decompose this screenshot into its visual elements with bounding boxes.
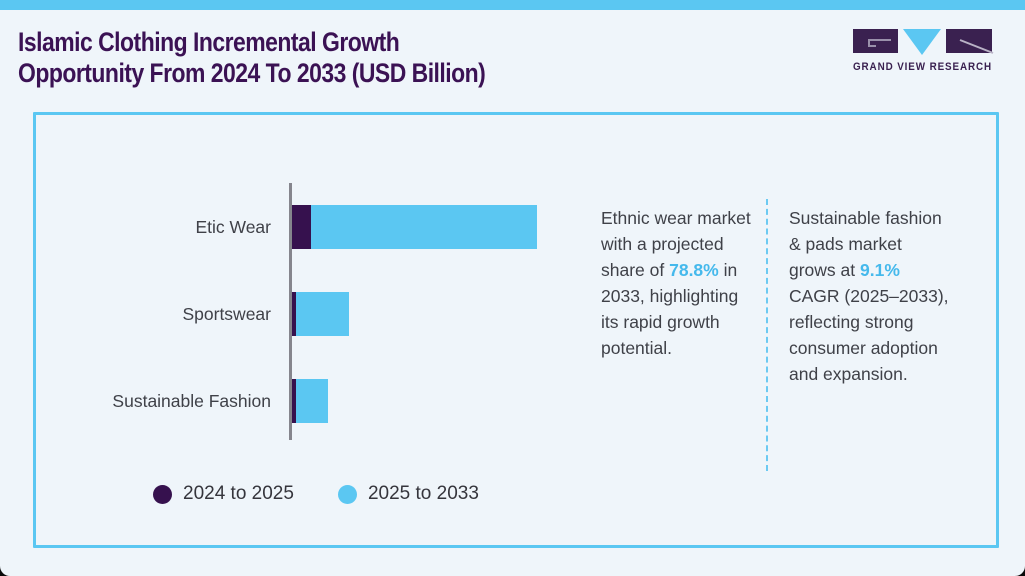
- bar-segment: [296, 292, 349, 336]
- bar-segment: [311, 205, 537, 249]
- logo-r-mark: [959, 39, 994, 54]
- annotation-ethnic-wear: Ethnic wear market with a projected shar…: [601, 205, 756, 361]
- legend-label: 2024 to 2025: [183, 483, 294, 504]
- logo-g-mark: [868, 39, 891, 47]
- bar-segment: [296, 379, 328, 423]
- bar-chart: Etic Wear Sportswear Sustainable Fashion: [36, 205, 596, 466]
- bar-track: [292, 292, 349, 336]
- legend-dot-icon: [153, 484, 172, 504]
- gvr-logo-icon: GRAND VIEW RESEARCH: [853, 29, 994, 73]
- bar-segment: [292, 379, 296, 423]
- page-title: Islamic Clothing Incremental Growth Oppo…: [18, 27, 486, 89]
- annotation-sustainable-fashion: Sustainable fashion & pads market grows …: [789, 205, 951, 387]
- annotation-text: Ethnic wear market with a projected shar…: [601, 208, 751, 280]
- dashed-divider: [766, 199, 768, 471]
- legend-item: 2024 to 2025: [153, 483, 294, 505]
- category-label: Sustainable Fashion: [112, 391, 271, 411]
- chart-row: Sportswear: [36, 292, 596, 336]
- chart-y-axis-line: [289, 183, 292, 440]
- chart-row: Sustainable Fashion: [36, 379, 596, 423]
- annotation-highlight-value: 78.8%: [669, 260, 719, 280]
- annotation-text: Sustainable fashion & pads market grows …: [789, 208, 942, 280]
- chart-legend: 2024 to 2025 2025 to 2033: [153, 483, 479, 505]
- annotation-text: in 2033, highlighting its rapid growth p…: [601, 260, 739, 358]
- page-title-line2: Opportunity From 2024 To 2033 (USD Billi…: [18, 58, 486, 88]
- bar-segment: [292, 205, 311, 249]
- bar-segment: [292, 292, 296, 336]
- chart-row: Etic Wear: [36, 205, 596, 249]
- bar-track: [292, 379, 328, 423]
- top-accent-strip: [0, 0, 1025, 10]
- chart-card: Etic Wear Sportswear Sustainable Fashion E…: [33, 112, 999, 548]
- legend-label: 2025 to 2033: [367, 483, 479, 504]
- bar-track: [292, 205, 537, 249]
- legend-dot-icon: [337, 484, 357, 504]
- category-label: Etic Wear: [195, 217, 271, 237]
- logo-wordmark: GRAND VIEW RESEARCH: [853, 61, 992, 73]
- category-label: Sportswear: [182, 304, 271, 324]
- page-title-line1: Islamic Clothing Incremental Growth: [18, 27, 400, 57]
- logo-v-triangle: [903, 29, 941, 55]
- legend-item: 2025 to 2033: [337, 483, 479, 505]
- annotation-text: CAGR (2025–2033), reflecting strong cons…: [789, 286, 949, 384]
- annotation-highlight-value: 9.1%: [860, 260, 900, 280]
- grand-view-research-logo: GRAND VIEW RESEARCH: [852, 25, 994, 78]
